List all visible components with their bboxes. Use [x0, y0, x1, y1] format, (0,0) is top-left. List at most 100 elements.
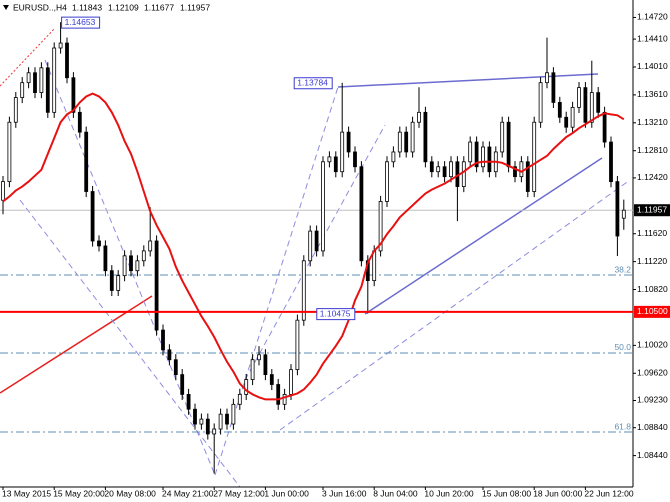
candle-body — [327, 156, 332, 163]
y-tick-label: 1.12420 — [637, 172, 668, 182]
fib-label: 38.2 — [614, 264, 631, 274]
candle-body — [378, 201, 383, 252]
y-tick-label: 1.13210 — [637, 117, 668, 127]
trendline — [364, 157, 603, 315]
candle-body — [45, 67, 50, 113]
candle-body — [199, 418, 204, 425]
y-tick-label: 1.14720 — [637, 12, 668, 22]
candle-body — [20, 82, 25, 98]
candle-body — [474, 141, 479, 168]
x-tick-label: 3 Jun 16:00 — [322, 488, 367, 498]
candle-body — [429, 161, 434, 173]
candle-body — [231, 403, 236, 425]
candle-body — [410, 121, 415, 153]
y-tick-label: 1.08440 — [637, 450, 668, 460]
candle-body — [225, 413, 229, 425]
candle-body — [551, 72, 556, 103]
candle-body — [276, 384, 281, 405]
candle-body — [385, 161, 389, 202]
candle-body — [500, 121, 505, 153]
candle-body — [481, 146, 485, 168]
candle-body — [417, 111, 421, 123]
trendline — [214, 86, 339, 476]
price-annotation: 1.13784 — [297, 77, 328, 87]
candle-body — [33, 72, 37, 93]
candle-body — [39, 67, 44, 93]
candle-body — [397, 131, 402, 153]
candle-body — [391, 151, 396, 163]
candle-body — [90, 191, 95, 242]
trendline — [0, 27, 56, 87]
candle-body — [321, 161, 325, 252]
y-tick-label: 1.11220 — [637, 256, 667, 266]
candle-body — [333, 156, 338, 173]
level-label-box — [634, 305, 670, 318]
price-annotation-box — [316, 308, 356, 321]
candle-body — [218, 413, 223, 430]
candle-body — [205, 418, 210, 435]
candle-body — [602, 111, 607, 143]
trendline — [19, 199, 241, 488]
candle-body — [71, 77, 76, 113]
candle-body — [289, 369, 293, 395]
candle-body — [615, 181, 620, 237]
candle-body — [58, 42, 63, 49]
candle-body — [250, 359, 255, 380]
candle-body — [314, 230, 319, 252]
candle-body — [583, 87, 588, 123]
moving-average — [2, 92, 625, 401]
candle-body — [519, 161, 524, 178]
candle-body — [13, 97, 18, 123]
candle-body — [589, 92, 594, 123]
x-tick-label: 15 May 20:00 — [53, 488, 105, 498]
x-tick-label: 15 Jun 08:00 — [482, 488, 531, 498]
candle-body — [257, 354, 261, 361]
candle-body — [97, 240, 101, 247]
candle-body — [596, 92, 601, 113]
ohlc-close: 1.11957 — [180, 2, 210, 12]
candle-body — [161, 329, 165, 351]
candle-body — [109, 270, 114, 291]
candle-body — [461, 161, 466, 187]
price-annotation: 1.14653 — [65, 17, 96, 27]
y-tick-label: 1.10820 — [637, 284, 668, 294]
candle-body — [129, 255, 133, 272]
candle-body — [442, 166, 447, 178]
candle-body — [244, 379, 249, 395]
y-tick-label: 1.13610 — [637, 89, 668, 99]
candle-body — [340, 131, 345, 173]
candle-body — [436, 166, 441, 173]
x-tick-label: 10 Jun 20:00 — [424, 488, 473, 498]
candle-body — [545, 72, 549, 84]
y-tick-label: 1.12810 — [637, 145, 668, 155]
fib-label: 61.8 — [614, 421, 631, 431]
candle-body — [52, 47, 57, 113]
candle-body — [525, 161, 530, 192]
x-tick-label: 20 May 08:00 — [104, 488, 156, 498]
trendline — [279, 179, 631, 431]
candle-body — [237, 394, 242, 405]
candle-body — [506, 121, 511, 168]
candle-body — [135, 260, 140, 272]
candle-body — [404, 131, 409, 153]
candle-body — [609, 141, 613, 183]
price-annotation: 1.10475 — [320, 308, 351, 318]
candle-body — [295, 319, 300, 371]
candle-body — [372, 250, 377, 282]
y-tick-label: 1.10020 — [637, 340, 668, 350]
fib-label: 50.0 — [614, 342, 631, 352]
menu-triangle[interactable] — [3, 5, 9, 10]
price-annotation-box — [61, 16, 101, 29]
candle-body — [65, 42, 69, 79]
x-tick-label: 22 Jun 12:00 — [584, 488, 633, 498]
ohlc-low: 1.11677 — [144, 2, 174, 12]
symbol: EURUSD..,H4 — [13, 2, 67, 12]
price-label-box — [634, 204, 670, 217]
candle-body — [282, 394, 287, 405]
candle-body — [7, 121, 12, 183]
y-tick-label: 1.14010 — [637, 61, 668, 71]
candle-body — [154, 240, 159, 331]
candle-body — [186, 394, 191, 410]
y-tick-label: 1.14410 — [637, 33, 668, 43]
